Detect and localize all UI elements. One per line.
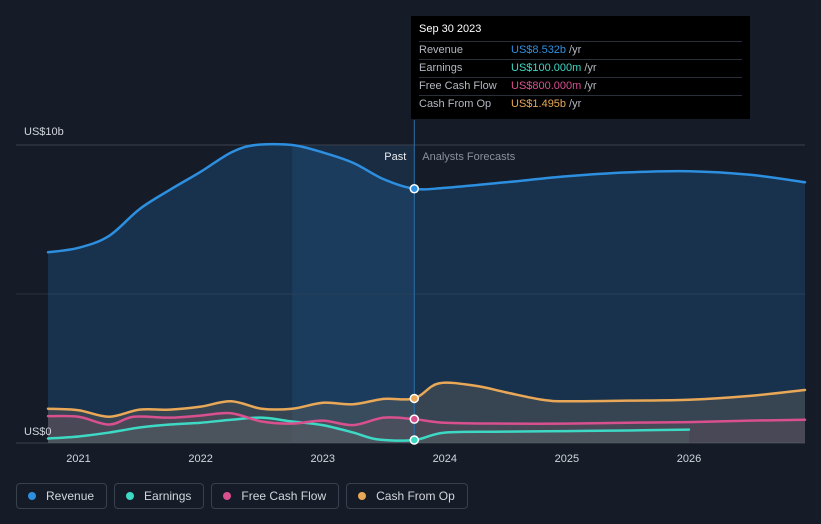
marker-cash-from-op (409, 393, 420, 404)
y-axis-label-zero: US$0 (24, 426, 52, 438)
forecast-label: Analysts Forecasts (422, 151, 515, 163)
tooltip-row-cash-from-op: Cash From Op US$1.495b /yr (419, 95, 742, 113)
legend-dot-icon (223, 492, 232, 500)
tooltip-label: Cash From Op (419, 98, 492, 110)
x-tick-label: 2024 (433, 453, 457, 465)
tooltip-value: US$800.000m (511, 80, 582, 92)
area-revenue (48, 144, 805, 443)
series-markers (409, 183, 420, 445)
tooltip-unit: /yr (584, 62, 597, 74)
series-areas (48, 144, 805, 443)
marker-earnings (409, 435, 420, 445)
line-cash-from-op (46, 381, 807, 419)
past-label: Past (384, 151, 406, 163)
area-earnings (48, 417, 690, 443)
area-free-cash-flow (48, 412, 805, 443)
x-tick-label: 2021 (66, 453, 90, 465)
legend-item-revenue[interactable]: Revenue (16, 483, 108, 509)
x-tick-label: 2022 (188, 453, 212, 465)
y-axis-label-top: US$10b (24, 126, 64, 138)
tooltip-date: Sep 30 2023 (419, 23, 482, 35)
line-free-cash-flow (46, 411, 807, 427)
x-tick-label: 2025 (555, 453, 579, 465)
legend-item-free-cash-flow[interactable]: Free Cash Flow (211, 483, 340, 509)
x-tick-label: 2026 (677, 453, 701, 465)
series-lines (46, 142, 807, 442)
tooltip-label: Free Cash Flow (419, 80, 497, 92)
legend-dot-icon (28, 492, 36, 500)
legend-dot-icon (126, 492, 135, 500)
tooltip-value: US$8.532b (511, 44, 567, 56)
tooltip-value: US$1.495b (511, 98, 567, 110)
tooltip-label: Revenue (419, 44, 464, 56)
tooltip-row-revenue: Revenue US$8.532b /yr (419, 41, 742, 59)
line-revenue (46, 142, 807, 254)
tooltip-value: US$100.000m (511, 62, 582, 74)
x-axis-ticks: 2021 2022 2023 2024 2025 2026 (66, 453, 701, 465)
tooltip-label: Earnings (419, 62, 463, 74)
legend-label: Revenue (46, 489, 95, 503)
legend-label: Earnings (144, 489, 192, 503)
area-cash-from-op (48, 382, 805, 443)
x-tick-label: 2023 (310, 453, 334, 465)
legend-label: Free Cash Flow (241, 489, 327, 503)
marker-free-cash-flow (409, 414, 420, 424)
tooltip-row-free-cash-flow: Free Cash Flow US$800.000m /yr (419, 77, 742, 95)
legend-item-earnings[interactable]: Earnings (114, 483, 205, 509)
legend-dot-icon (358, 492, 367, 500)
legend-label: Cash From Op (376, 489, 455, 503)
tooltip-row-earnings: Earnings US$100.000m /yr (419, 59, 742, 77)
chart-area: US$10b US$0 Past Analysts Forecasts 2021… (16, 120, 807, 465)
data-tooltip: Sep 30 2023 Revenue US$8.532b /yr Earnin… (411, 16, 750, 119)
tooltip-unit: /yr (569, 98, 582, 110)
legend-item-cash-from-op[interactable]: Cash From Op (346, 483, 468, 509)
marker-revenue (409, 183, 420, 194)
tooltip-unit: /yr (584, 80, 597, 92)
tooltip-unit: /yr (569, 44, 582, 56)
chart-legend: Revenue Earnings Free Cash Flow Cash Fro… (16, 483, 468, 509)
